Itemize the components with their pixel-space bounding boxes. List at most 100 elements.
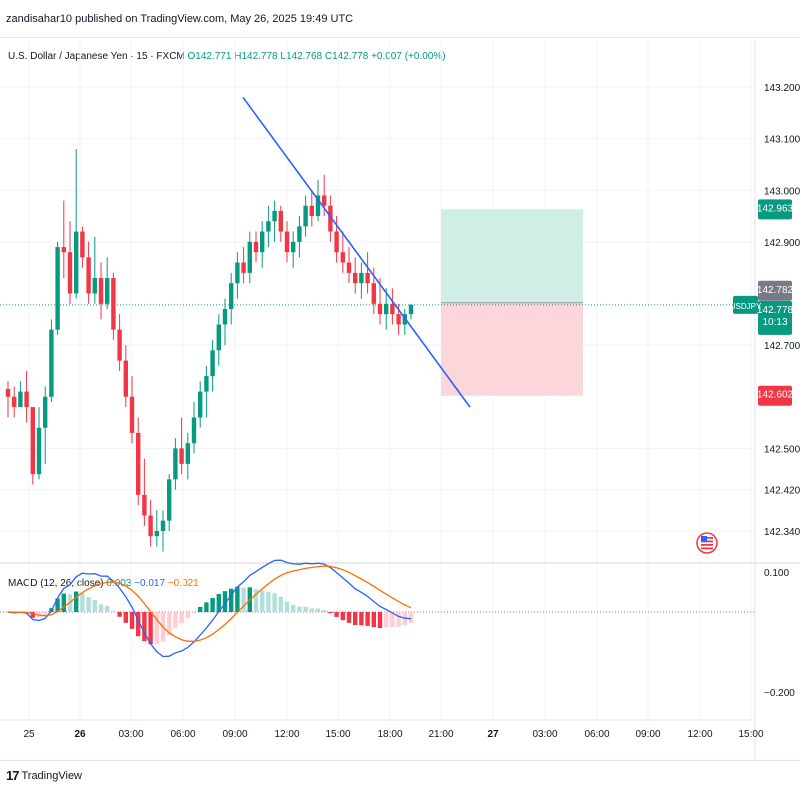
trendline[interactable] [242, 96, 471, 408]
target-zone[interactable] [441, 209, 583, 303]
candle-body [129, 396, 135, 433]
macd-histogram-bar [80, 592, 85, 612]
current-price-label-text: 142.778 [757, 305, 794, 316]
candle-body [55, 247, 60, 330]
flag-stripe [701, 547, 713, 550]
symbol-tag [733, 295, 758, 314]
time-tick-label: 18:00 [377, 729, 402, 740]
candle-body [111, 278, 116, 330]
macd-histogram-bar [365, 612, 370, 626]
target-price-label: 142.963 [757, 199, 794, 220]
macd-histogram-bar [30, 612, 35, 618]
candle-body [272, 210, 277, 222]
footer-divider [0, 760, 800, 761]
stop-zone[interactable] [441, 302, 583, 396]
candle-body [105, 278, 110, 304]
price-axis[interactable]: 143.200 143.100 143.000 142.900 142.700 142.5… [754, 40, 800, 760]
macd-histogram-bar [384, 612, 389, 628]
candle-body [24, 391, 29, 408]
price-tick-label: 142.500 [764, 444, 800, 455]
candle-body [284, 231, 290, 253]
candle-body [173, 448, 178, 480]
macd-histogram-bar [408, 612, 414, 624]
stop-price-label-text: 142.602 [757, 390, 794, 401]
macd-histogram-bar [353, 612, 358, 626]
macd-histogram-bar [55, 598, 60, 612]
time-axis[interactable]: 25 26 03:00 06:00 09:00 12:00 15:00 18:00 21:00 2… [0, 719, 764, 740]
price-tick-label: 142.700 [764, 341, 800, 352]
candle-body [297, 226, 302, 242]
time-tick-label: 06:00 [170, 729, 195, 740]
close-value: C142.778 [324, 51, 369, 62]
symbol-legend[interactable]: U.S. Dollar / Japanese Yen · 15 · FXCM O… [8, 51, 446, 62]
tradingview-logo-icon: 17 [6, 768, 20, 783]
time-tick-label: 09:00 [635, 729, 660, 740]
macd-histogram-bar [191, 612, 197, 613]
brand-name: TradingView [21, 769, 83, 782]
current-price-label-box [758, 300, 792, 335]
macd-histogram-bar [216, 593, 221, 612]
candle-body [36, 427, 42, 475]
macd-histogram-bar [61, 593, 66, 612]
target-price-label-box [758, 199, 792, 220]
candle-body [266, 221, 271, 232]
time-tick-label: 06:00 [584, 729, 609, 740]
candle-body [43, 396, 48, 428]
macd-histogram-bar [377, 612, 383, 629]
candle-body [30, 407, 35, 475]
frame-divider [0, 37, 800, 38]
time-tick-label: 15:00 [738, 729, 763, 740]
candle-body [353, 272, 358, 284]
candle-body [247, 241, 252, 273]
candle-body [359, 272, 364, 284]
candle-body [5, 389, 11, 397]
us-flag-icon[interactable] [696, 532, 718, 554]
candle-body [204, 376, 209, 392]
candle-body [191, 417, 197, 444]
macd-histogram-bar [390, 612, 395, 627]
time-tick-label: 21:00 [428, 729, 453, 740]
price-tick-label: 142.420 [764, 486, 800, 497]
long-position-tool[interactable] [441, 209, 583, 396]
candle-body [315, 195, 321, 217]
macd-histogram-bar [117, 612, 122, 617]
macd-panel [0, 559, 755, 658]
macd-histogram-bar [111, 611, 116, 613]
price-tick-label: 143.000 [764, 186, 800, 197]
symbol-description[interactable]: U.S. Dollar / Japanese Yen · 15 · FXCM [8, 51, 185, 62]
candle-body [18, 391, 23, 408]
macd-histogram-bar [241, 587, 246, 612]
footer-branding[interactable]: 17 TradingView [6, 768, 82, 783]
macd-histogram-bar [173, 612, 178, 628]
candle-body [260, 231, 265, 253]
candle-body [322, 195, 327, 206]
macd-histogram-bar [315, 608, 321, 612]
macd-histogram-bar [297, 606, 302, 612]
macd-histogram-bar [92, 599, 97, 612]
macd-histogram-bar [43, 612, 48, 615]
macd-histogram-bar [98, 604, 104, 612]
macd-histogram-bar [328, 612, 333, 614]
macd-indicator-label[interactable]: MACD (12, 26, close) [8, 578, 104, 589]
price-tick-label: 143.100 [764, 135, 800, 146]
candle-body [123, 360, 128, 397]
macd-histogram-bar [272, 593, 277, 612]
macd-histogram-bar [278, 596, 283, 612]
price-tick-label: 142.900 [764, 238, 800, 249]
candle-body [371, 283, 376, 304]
candle-body [309, 205, 314, 217]
candle-body [340, 252, 345, 263]
time-tick-label: 26 [74, 729, 86, 740]
time-tick-label: 12:00 [687, 729, 712, 740]
price-tick-label: 142.340 [764, 527, 800, 538]
macd-histogram-bar [284, 601, 290, 612]
candle-body [117, 329, 122, 361]
macd-histogram-bar [210, 597, 215, 612]
candle-body [185, 443, 190, 464]
candle-body [390, 303, 395, 315]
time-tick-label: 03:00 [118, 729, 143, 740]
macd-histogram-bar [371, 612, 376, 628]
candle-body [377, 303, 383, 315]
